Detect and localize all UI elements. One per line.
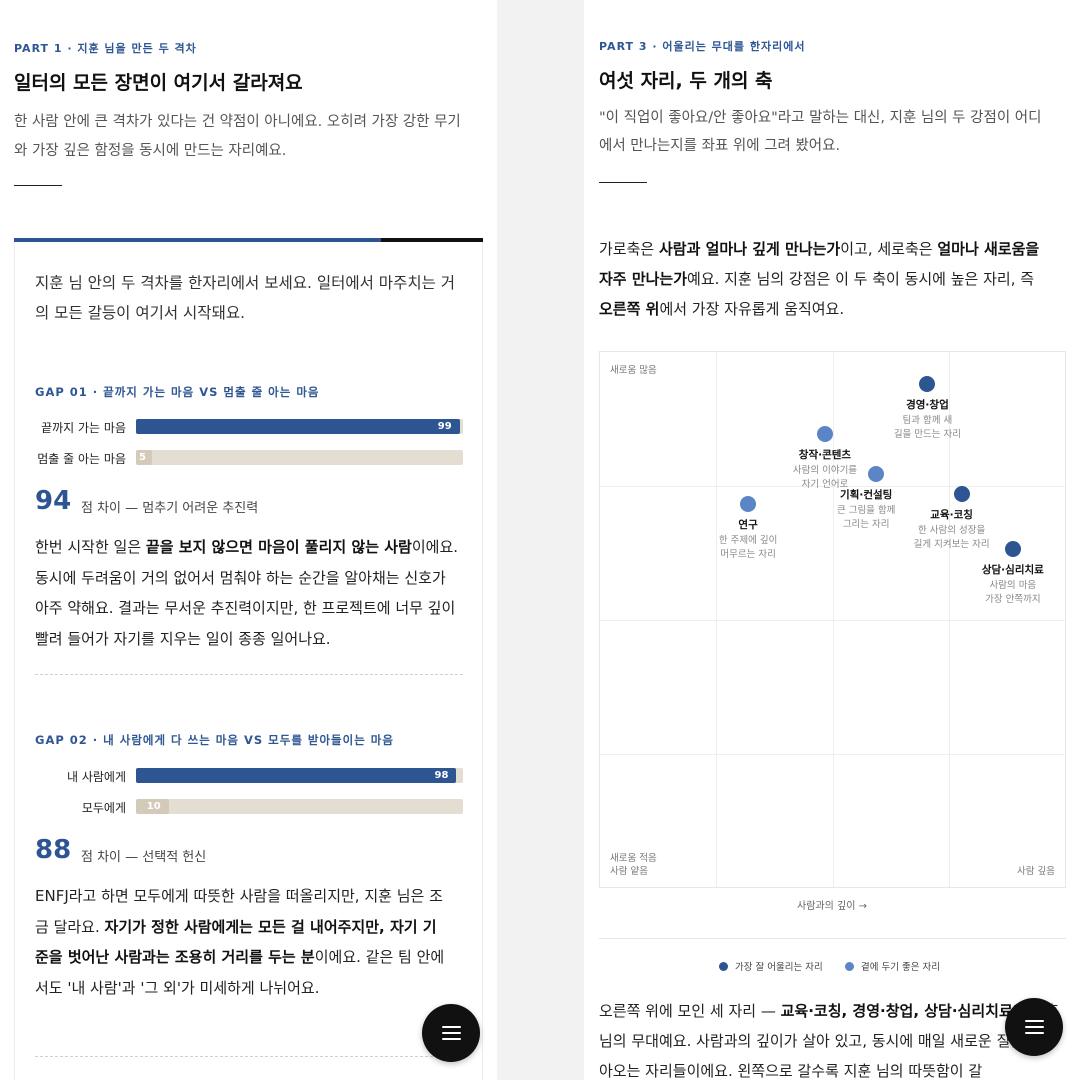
section-title: 여섯 자리, 두 개의 축 bbox=[599, 70, 773, 92]
section-intro: "이 직업이 좋아요/안 좋아요"라고 말하는 대신, 지훈 님의 두 강점이 … bbox=[599, 110, 1042, 154]
scatter-point bbox=[740, 496, 757, 512]
bar-label: 내 사람에게 bbox=[66, 770, 126, 784]
legend-item: 곁에 두기 좋은 자리 bbox=[845, 959, 940, 973]
section-intro: 한 사람 안에 큰 격차가 있다는 건 약점이 아니에요. 오히려 가장 강한 … bbox=[14, 114, 461, 159]
grid-line bbox=[600, 620, 1065, 621]
card-progress-line bbox=[14, 238, 381, 242]
card-progress-rest bbox=[381, 238, 483, 242]
point-label: 상담·심리치료 bbox=[981, 564, 1044, 576]
left-panel: PART 1 · 지훈 님을 만든 두 격차 일터의 모든 장면이 여기서 갈라… bbox=[0, 0, 497, 1080]
part-label: PART 3 · 어울리는 무대를 한자리에서 bbox=[599, 40, 806, 53]
hamburger-menu-icon[interactable] bbox=[1005, 998, 1063, 1056]
legend-dot-secondary bbox=[845, 961, 854, 971]
bar-value: 5 bbox=[139, 452, 146, 463]
legend-dot-primary bbox=[719, 961, 728, 971]
grid-line bbox=[716, 352, 717, 887]
bar-track: 10 bbox=[136, 799, 463, 814]
gap-label: GAP 01 · 끝까지 가는 마음 VS 멈출 줄 아는 마음 bbox=[35, 385, 320, 399]
point-label: 창작·콘텐츠 bbox=[798, 449, 852, 461]
point-description: 한 주제에 깊이 머무르는 자리 bbox=[718, 535, 778, 560]
bar-track: 99 bbox=[136, 419, 463, 434]
point-description: 사람의 이야기를 자기 언어로 bbox=[792, 465, 858, 490]
grid-line bbox=[600, 486, 1065, 487]
point-description: 사람의 마음 가장 안쪽까지 bbox=[985, 580, 1041, 605]
gap-separator bbox=[35, 674, 463, 675]
corner-label-bottom-right: 사람 깊음 bbox=[1017, 866, 1055, 877]
legend-item: 가장 잘 어울리는 자리 bbox=[719, 959, 823, 973]
scatter-point bbox=[816, 426, 833, 442]
section-title: 일터의 모든 장면이 여기서 갈라져요 bbox=[14, 72, 303, 94]
bar-label: 모두에게 bbox=[81, 801, 126, 815]
grid-line bbox=[949, 352, 950, 887]
gap-diff-number: 88 bbox=[35, 835, 72, 865]
gap-description: ENFJ라고 하면 모두에게 따뜻한 사람을 떠올리지만, 지훈 님은 조금 달… bbox=[35, 887, 445, 997]
gap-label: GAP 02 · 내 사람에게 다 쓰는 마음 VS 모두를 받아들이는 마음 bbox=[35, 733, 394, 747]
bar-value: 10 bbox=[146, 801, 161, 812]
gap-diff-number: 94 bbox=[35, 486, 72, 516]
hamburger-menu-icon[interactable] bbox=[422, 1004, 480, 1062]
gap-description: 한번 시작한 일은 끝을 보지 않으면 마음이 풀리지 않는 사람이에요. 동시… bbox=[35, 538, 459, 648]
scatter-point bbox=[919, 376, 936, 392]
bar-track: 98 bbox=[136, 768, 463, 783]
bar-fill: 10 bbox=[136, 799, 169, 814]
grid-line bbox=[600, 754, 1065, 755]
point-description: 큰 그림을 함께 그리는 자리 bbox=[836, 505, 896, 530]
title-divider bbox=[599, 182, 647, 183]
bar-value: 99 bbox=[437, 421, 452, 432]
bar-label: 끝까지 가는 마음 bbox=[41, 421, 126, 435]
bar-label: 멈출 줄 아는 마음 bbox=[37, 452, 126, 466]
chart-conclusion: 오른쪽 위에 모인 세 자리 — 교육·코칭, 경영·창업, 상담·심리치료가 … bbox=[599, 1002, 1059, 1080]
bar-fill: 5 bbox=[136, 450, 153, 465]
part-label: PART 1 · 지훈 님을 만든 두 격차 bbox=[14, 42, 197, 55]
point-description: 팀과 함께 새 길을 만드는 자리 bbox=[893, 415, 962, 440]
gap-card bbox=[14, 242, 483, 1080]
legend-label: 가장 잘 어울리는 자리 bbox=[735, 962, 823, 973]
axis-description: 가로축은 사람과 얼마나 깊게 만나는가이고, 세로축은 얼마나 새로움을 자주… bbox=[599, 240, 1040, 318]
scatter-point bbox=[1004, 541, 1021, 557]
x-axis-label: 사람과의 깊이 → bbox=[797, 901, 867, 912]
legend-label: 곁에 두기 좋은 자리 bbox=[861, 962, 940, 973]
scatter-point bbox=[953, 486, 970, 502]
gap-separator bbox=[35, 1056, 463, 1057]
title-divider bbox=[14, 185, 62, 186]
gap-diff-note: 점 차이 — 선택적 헌신 bbox=[81, 850, 207, 865]
point-label: 연구 bbox=[738, 519, 758, 531]
corner-label-bottom-left: 새로움 적음 사람 얕음 bbox=[610, 853, 657, 877]
bar-value: 98 bbox=[434, 770, 449, 781]
gap-diff-note: 점 차이 — 멈추기 어려운 추진력 bbox=[81, 501, 259, 516]
card-intro: 지훈 님 안의 두 격차를 한자리에서 보세요. 일터에서 마주치는 거의 모든… bbox=[35, 274, 456, 322]
bar-track: 5 bbox=[136, 450, 463, 465]
legend-divider bbox=[599, 938, 1066, 939]
scatter-point bbox=[868, 466, 885, 482]
bar-fill: 98 bbox=[136, 768, 457, 783]
point-label: 기획·컨설팅 bbox=[840, 489, 893, 501]
point-label: 경영·창업 bbox=[906, 399, 949, 411]
bar-fill: 99 bbox=[136, 419, 460, 434]
grid-line bbox=[833, 352, 834, 887]
point-description: 한 사람의 성장을 길게 지켜보는 자리 bbox=[913, 525, 990, 550]
corner-label-top-left: 새로움 많음 bbox=[610, 365, 657, 376]
point-label: 교육·코칭 bbox=[930, 509, 973, 521]
